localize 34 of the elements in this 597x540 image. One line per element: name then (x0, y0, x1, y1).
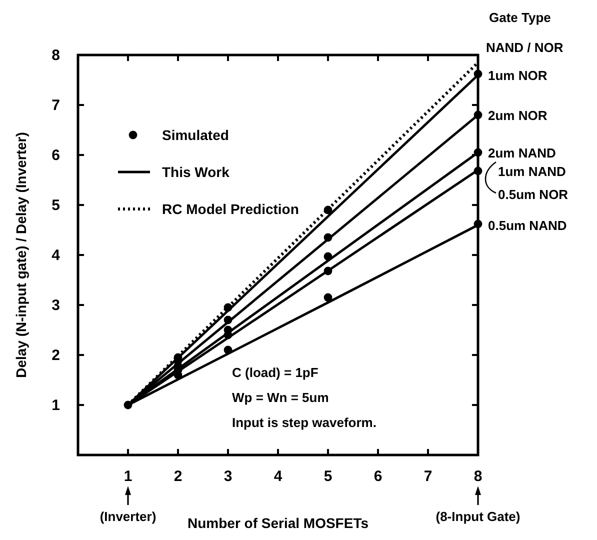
text: NAND / NOR (486, 40, 564, 55)
text: 2um NOR (488, 108, 548, 123)
text: 0.5um NAND (488, 218, 567, 233)
annotation: C (load) = 1pF (232, 365, 318, 380)
text: 1um NAND (498, 164, 566, 179)
y-tick-label: 3 (52, 297, 60, 314)
x-tick-label: 8 (474, 468, 482, 485)
y-tick-label: 1 (52, 397, 60, 414)
y-tick-label: 4 (52, 247, 61, 264)
legend-label: This Work (162, 164, 230, 180)
text: 2um NAND (488, 146, 556, 160)
legend-label: RC Model Prediction (162, 201, 299, 217)
annotation: Wp = Wn = 5um (232, 390, 329, 405)
x-tick-label: 1 (124, 468, 132, 485)
y-tick-label: 7 (52, 97, 60, 114)
annotation: Input is step waveform. (232, 415, 376, 430)
x-tick-label: 6 (374, 468, 382, 485)
y-tick-label: 8 (52, 47, 60, 64)
text: 0.5um NOR (498, 187, 569, 202)
y-tick-label: 5 (52, 197, 60, 214)
y-tick-label: 6 (52, 147, 60, 164)
y-tick-label: 2 (52, 347, 60, 364)
x-tick-label: 3 (224, 468, 232, 485)
text: 1um NOR (488, 68, 548, 83)
legend-label: Simulated (162, 127, 229, 143)
y-axis-title: Delay (N-input gate) / Delay (Inverter) (13, 132, 29, 378)
x-tick-label: 4 (274, 468, 283, 485)
x-axis-title: Number of Serial MOSFETs (188, 515, 369, 531)
text: (8-Input Gate) (436, 509, 520, 524)
text: (Inverter) (100, 509, 156, 524)
text: Gate Type (489, 10, 551, 25)
x-tick-label: 5 (324, 468, 332, 485)
x-tick-label: 7 (424, 468, 432, 485)
x-tick-label: 2 (174, 468, 182, 485)
